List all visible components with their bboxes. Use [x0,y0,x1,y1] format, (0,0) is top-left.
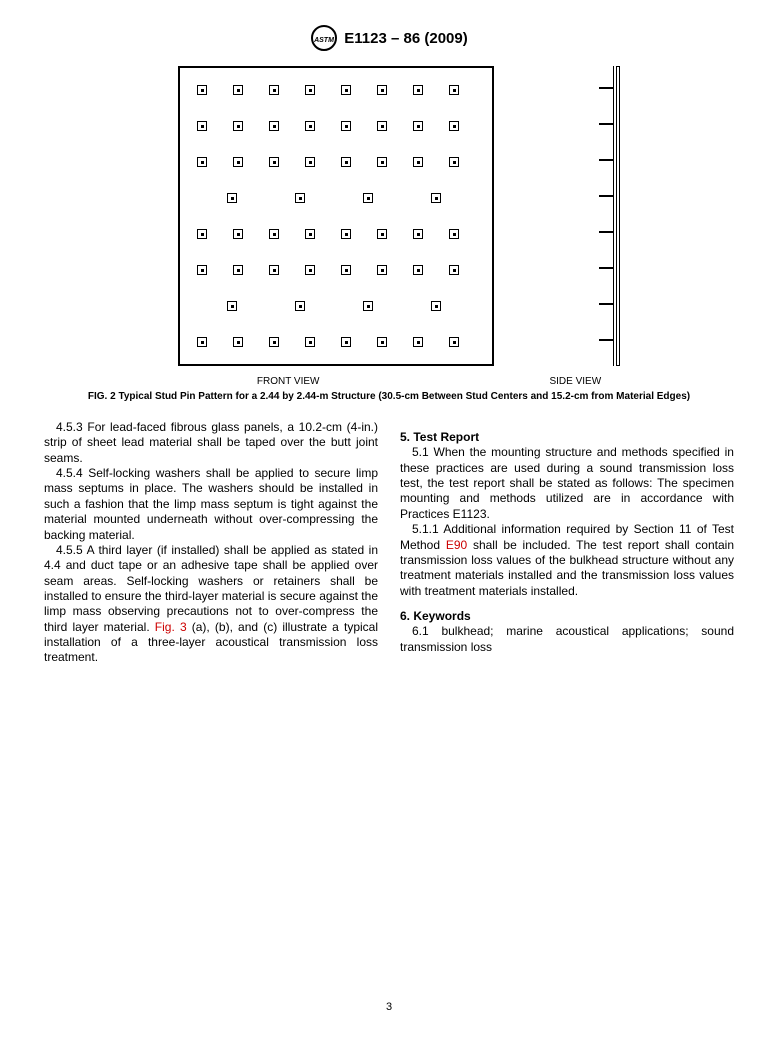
stud-pin-marker [363,301,373,311]
stud-pin-marker [305,265,315,275]
stud-pin-marker [305,85,315,95]
stud-pin-marker [197,265,207,275]
para-5-1: 5.1 When the mounting structure and meth… [400,445,734,522]
stud-pin-marker [449,337,459,347]
stud-pin-marker [227,301,237,311]
astm-logo: ASTM [310,24,338,52]
e90-link[interactable]: E90 [446,538,467,552]
right-column: 5. Test Report 5.1 When the mounting str… [400,420,734,666]
side-view-diagram [604,66,620,366]
body-columns: 4.5.3 For lead-faced fibrous glass panel… [0,402,778,666]
front-view-diagram [178,66,494,366]
stud-pin-marker [269,85,279,95]
side-tick [599,303,613,305]
stud-pin-marker [197,337,207,347]
left-column: 4.5.3 For lead-faced fibrous glass panel… [44,420,378,666]
side-tick [599,231,613,233]
para-4-5-5: 4.5.5 A third layer (if installed) shall… [44,543,378,666]
front-view-label: FRONT VIEW [257,376,320,387]
side-view-label: SIDE VIEW [549,376,601,387]
stud-pin-marker [305,121,315,131]
stud-pin-marker [233,85,243,95]
stud-pin-marker [377,157,387,167]
stud-pin-marker [269,157,279,167]
stud-pin-marker [341,85,351,95]
side-tick [599,159,613,161]
side-tick [599,267,613,269]
stud-pin-marker [197,85,207,95]
stud-pin-marker [233,121,243,131]
stud-pin-marker [413,265,423,275]
stud-pin-marker [341,229,351,239]
side-tick [599,123,613,125]
stud-pin-marker [377,229,387,239]
fig-3-link[interactable]: Fig. 3 [155,620,187,634]
side-rail-outer [616,66,620,366]
stud-pin-marker [341,121,351,131]
stud-pin-marker [413,157,423,167]
stud-pin-marker [449,265,459,275]
stud-pin-marker [431,301,441,311]
stud-pin-marker [341,337,351,347]
section-6-heading: 6. Keywords [400,609,734,624]
stud-pin-marker [227,193,237,203]
side-rail-inner [613,66,615,366]
stud-pin-marker [197,157,207,167]
stud-pin-marker [269,229,279,239]
stud-pin-marker [295,301,305,311]
para-4-5-3: 4.5.3 For lead-faced fibrous glass panel… [44,420,378,466]
para-6-1: 6.1 bulkhead; marine acoustical applicat… [400,624,734,655]
stud-pin-marker [233,229,243,239]
section-5-heading: 5. Test Report [400,430,734,445]
stud-pin-marker [377,85,387,95]
stud-pin-marker [341,265,351,275]
stud-pin-marker [295,193,305,203]
side-tick [599,339,613,341]
page-number: 3 [0,1001,778,1013]
stud-pin-marker [269,265,279,275]
figure-caption: FIG. 2 Typical Stud Pin Pattern for a 2.… [0,391,778,402]
figure-2 [0,66,778,366]
stud-pin-marker [449,85,459,95]
stud-pin-marker [197,229,207,239]
stud-pin-marker [233,337,243,347]
svg-text:ASTM: ASTM [313,37,334,44]
designation-text: E1123 – 86 (2009) [344,30,467,47]
stud-pin-marker [269,337,279,347]
side-tick [599,87,613,89]
stud-pin-marker [413,121,423,131]
stud-pin-marker [449,121,459,131]
stud-pin-marker [449,229,459,239]
stud-pin-marker [431,193,441,203]
stud-pin-marker [233,157,243,167]
stud-pin-marker [377,121,387,131]
stud-pin-marker [377,265,387,275]
stud-pin-marker [413,229,423,239]
stud-pin-marker [449,157,459,167]
stud-pin-marker [413,85,423,95]
stud-pin-marker [305,337,315,347]
stud-pin-marker [197,121,207,131]
stud-pin-marker [413,337,423,347]
side-tick [599,195,613,197]
stud-pin-marker [377,337,387,347]
stud-pin-marker [269,121,279,131]
stud-pin-marker [341,157,351,167]
view-labels-row: FRONT VIEW SIDE VIEW [0,376,778,387]
stud-pin-marker [233,265,243,275]
page-header: ASTM E1123 – 86 (2009) [0,0,778,52]
stud-pin-marker [363,193,373,203]
stud-pin-marker [305,229,315,239]
stud-pin-marker [305,157,315,167]
para-5-1-1: 5.1.1 Additional information required by… [400,522,734,599]
para-4-5-4: 4.5.4 Self-locking washers shall be appl… [44,466,378,543]
